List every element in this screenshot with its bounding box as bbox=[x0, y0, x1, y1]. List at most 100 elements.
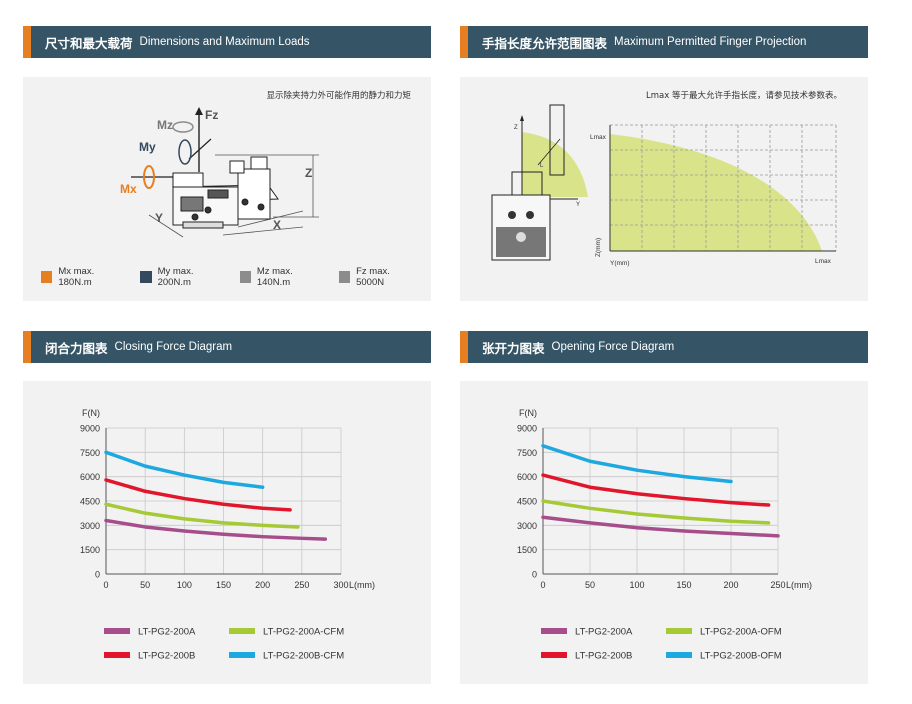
legend-swatch bbox=[666, 628, 692, 634]
finger-diagram: Z Y L Lmax Lmax Y(mm) Z(mm) bbox=[491, 104, 837, 267]
legend-swatch bbox=[104, 652, 130, 658]
small-l-label: L bbox=[540, 163, 544, 169]
dims-panel: 显示除夹持力外可能作用的静力和力矩 bbox=[23, 77, 431, 301]
y-tick-label: 1500 bbox=[517, 545, 537, 555]
label-mx: Mx bbox=[120, 182, 137, 196]
y-tick-label: 6000 bbox=[517, 472, 537, 482]
series-line bbox=[104, 502, 300, 529]
label-fz: Fz bbox=[205, 108, 218, 122]
series-line bbox=[541, 515, 780, 538]
x-axis-label: L(mm) bbox=[786, 580, 812, 590]
legend-label: My max. 200N.m bbox=[157, 266, 194, 288]
swatch bbox=[41, 271, 53, 283]
legend-swatch bbox=[541, 652, 567, 658]
x-tick-label: 300 bbox=[333, 580, 348, 590]
closing-force-chart: 0 1500 3000 4500 6000 7500 9000 0 50 100 150 200 250… bbox=[80, 408, 375, 662]
label-mz: Mz bbox=[157, 118, 173, 132]
x-tick-label: 200 bbox=[255, 580, 270, 590]
legend-label: LT-PG2-200A-OFM bbox=[700, 627, 782, 638]
y-tick-label: 9000 bbox=[80, 424, 100, 434]
legend-label: LT-PG2-200B bbox=[138, 651, 195, 662]
y-mm-label: Y(mm) bbox=[610, 260, 630, 267]
finger-panel: Lmax 等于最大允许手指长度，请参见技术参数表。 Z Y L bbox=[460, 77, 868, 301]
series-line bbox=[104, 450, 265, 489]
y-tick-label: 0 bbox=[95, 570, 100, 580]
x-tick-label: 0 bbox=[103, 580, 108, 590]
closing-title-zh: 闭合力图表 bbox=[45, 340, 108, 356]
legend-label: LT-PG2-200B bbox=[575, 651, 632, 662]
legend-item-fz: Fz max. 5000N bbox=[338, 266, 417, 288]
series-line bbox=[541, 473, 771, 507]
lmax-right-label: Lmax bbox=[815, 258, 832, 265]
opening-header: 张开力图表 Opening Force Diagram bbox=[460, 331, 868, 363]
opening-title-en: Opening Force Diagram bbox=[551, 341, 675, 353]
series-line bbox=[104, 478, 292, 512]
opening-title-zh: 张开力图表 bbox=[482, 340, 545, 356]
z-mm-label: Z(mm) bbox=[595, 238, 602, 257]
y-axis-label: F(N) bbox=[519, 408, 537, 418]
x-tick-label: 250 bbox=[294, 580, 309, 590]
x-tick-label: 150 bbox=[216, 580, 231, 590]
y-tick-label: 4500 bbox=[80, 497, 100, 507]
closing-panel: 0 1500 3000 4500 6000 7500 9000 0 50 100 150 200 250… bbox=[23, 381, 431, 684]
legend-label: LT-PG2-200A bbox=[138, 627, 196, 638]
legend-item-mz: Mz max. 140N.m bbox=[239, 266, 325, 288]
closing-header: 闭合力图表 Closing Force Diagram bbox=[23, 331, 431, 363]
y-tick-label: 7500 bbox=[80, 448, 100, 458]
lmax-top-label: Lmax bbox=[590, 134, 607, 141]
closing-title-en: Closing Force Diagram bbox=[114, 341, 233, 353]
legend-item-mx: Mx max. 180N.m bbox=[41, 266, 126, 288]
finger-header: 手指长度允许范围图表 Maximum Permitted Finger Proj… bbox=[460, 26, 868, 58]
legend-label: LT-PG2-200A bbox=[575, 627, 633, 638]
swatch bbox=[140, 271, 152, 283]
finger-title-en: Maximum Permitted Finger Projection bbox=[614, 36, 807, 48]
y-tick-label: 7500 bbox=[517, 448, 537, 458]
x-tick-label: 50 bbox=[585, 580, 595, 590]
swatch bbox=[338, 271, 351, 283]
dims-header: 尺寸和最大载荷 Dimensions and Maximum Loads bbox=[23, 26, 431, 58]
small-z-label: Z bbox=[514, 125, 518, 131]
series-line bbox=[541, 499, 771, 525]
legend-label: LT-PG2-200B-CFM bbox=[263, 651, 344, 662]
gripper-diagram: Fz Mz My Mx Z Y X bbox=[120, 107, 319, 238]
label-my: My bbox=[139, 140, 156, 154]
legend-swatch bbox=[541, 628, 567, 634]
header-accent bbox=[23, 331, 31, 363]
y-tick-label: 3000 bbox=[517, 521, 537, 531]
header-accent bbox=[460, 26, 468, 58]
opening-force-chart: 0 1500 3000 4500 6000 7500 9000 0 50 100 150 200 250… bbox=[517, 408, 812, 662]
x-tick-label: 100 bbox=[629, 580, 644, 590]
dims-title-zh: 尺寸和最大载荷 bbox=[45, 35, 133, 51]
y-tick-label: 6000 bbox=[80, 472, 100, 482]
x-tick-label: 200 bbox=[723, 580, 738, 590]
header-accent bbox=[23, 26, 31, 58]
x-tick-label: 100 bbox=[177, 580, 192, 590]
legend-swatch bbox=[229, 652, 255, 658]
legend-label: LT-PG2-200B-OFM bbox=[700, 651, 782, 662]
x-tick-label: 150 bbox=[676, 580, 691, 590]
dims-title-en: Dimensions and Maximum Loads bbox=[139, 36, 310, 48]
legend-label: Mz max. 140N.m bbox=[256, 266, 293, 288]
y-tick-label: 3000 bbox=[80, 521, 100, 531]
label-y: Y bbox=[155, 211, 163, 225]
dims-note: 显示除夹持力外可能作用的静力和力矩 bbox=[266, 91, 411, 101]
y-tick-label: 0 bbox=[532, 570, 537, 580]
y-tick-label: 4500 bbox=[517, 497, 537, 507]
legend-item-my: My max. 200N.m bbox=[140, 266, 225, 288]
legend-label: Fz max. 5000N bbox=[356, 266, 390, 288]
opening-panel: 0 1500 3000 4500 6000 7500 9000 0 50 100 150 200 250… bbox=[460, 381, 868, 684]
legend-label: Mx max. 180N.m bbox=[58, 266, 95, 288]
dims-legend: Mx max. 180N.m My max. 200N.m Mz max. 14… bbox=[41, 266, 431, 288]
finger-title-zh: 手指长度允许范围图表 bbox=[482, 35, 608, 51]
y-tick-label: 9000 bbox=[517, 424, 537, 434]
legend-swatch bbox=[104, 628, 130, 634]
y-axis-label: F(N) bbox=[82, 408, 100, 418]
legend-swatch bbox=[666, 652, 692, 658]
label-z: Z bbox=[305, 166, 312, 180]
legend-swatch bbox=[229, 628, 255, 634]
small-y-label: Y bbox=[576, 202, 580, 208]
x-axis-label: L(mm) bbox=[349, 580, 375, 590]
finger-note: Lmax 等于最大允许手指长度，请参见技术参数表。 bbox=[646, 91, 842, 101]
series-line bbox=[541, 444, 733, 484]
label-x: X bbox=[273, 218, 281, 232]
